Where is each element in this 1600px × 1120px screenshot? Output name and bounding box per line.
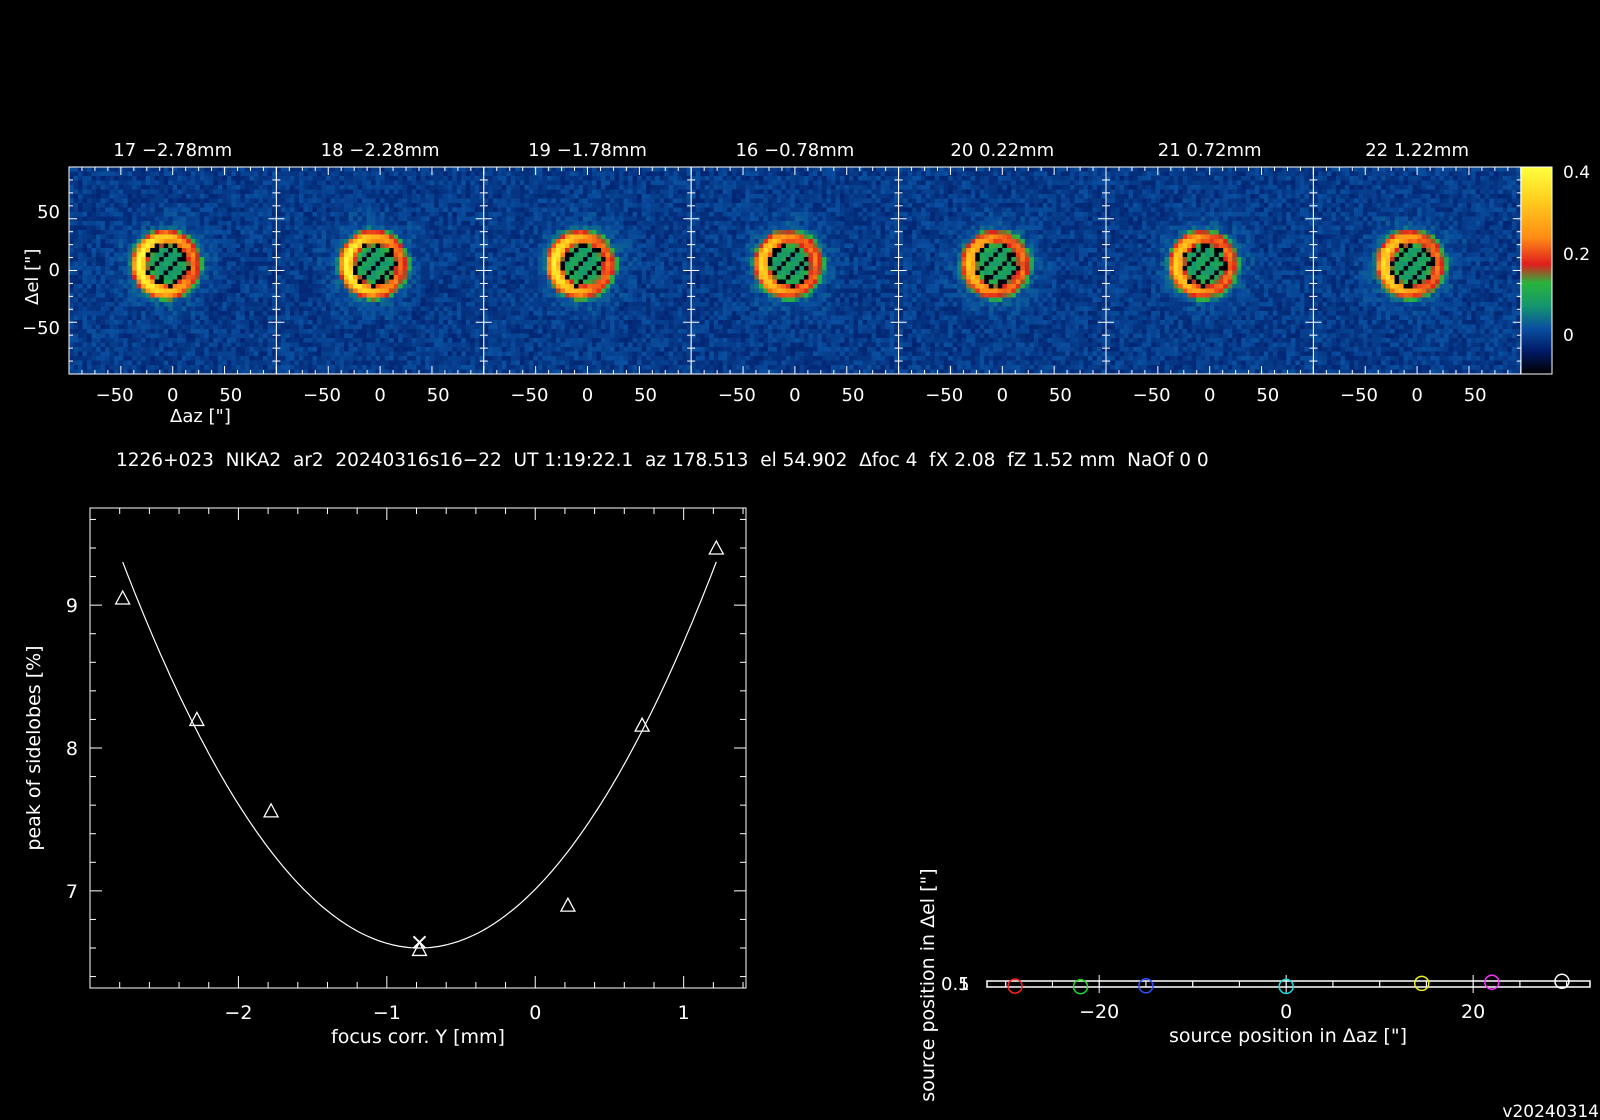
map-x-tick-label: 0 — [582, 385, 593, 406]
map-x-tick-label: −50 — [718, 385, 756, 406]
best-focus-marker — [412, 935, 427, 949]
source-position-point — [1072, 978, 1089, 995]
focus-y-axis-label: peak of sidelobes [%] — [23, 645, 45, 850]
beam-map-panel: 21 0.72mm −50 0 50 — [1105, 140, 1314, 406]
map-x-tick-label: 0 — [997, 385, 1008, 406]
focus-x-tick-label: −1 — [373, 1002, 401, 1024]
source-position-point — [1554, 973, 1570, 990]
maps-y-axis-label: Δel ["] — [22, 249, 43, 305]
map-x-tick-label: 0 — [167, 385, 178, 406]
colorbar-tick-label: 0.2 — [1563, 245, 1590, 265]
source-position-point — [1138, 978, 1154, 994]
focus-data-point — [559, 896, 576, 912]
position-x-tick-label: 20 — [1461, 1001, 1485, 1023]
map-y-tick-label: −50 — [22, 318, 60, 339]
beam-map-panel: 20 0.22mm −50 0 50 — [898, 140, 1107, 406]
beam-map-panel: 16 −0.78mm −50 0 50 — [690, 140, 900, 406]
focus-data-point — [411, 941, 428, 957]
beam-map-panel: 22 1.22mm −50 0 50 — [1312, 140, 1522, 406]
focus-data-point — [708, 539, 725, 555]
beam-map-title: 16 −0.78mm — [735, 140, 854, 161]
source-position-point — [1278, 978, 1294, 995]
map-x-tick-label: 0 — [1204, 385, 1215, 406]
beam-map-title: 21 0.72mm — [1158, 140, 1262, 161]
map-x-tick-label: −50 — [510, 385, 548, 406]
position-x-tick-label: −20 — [1079, 1001, 1119, 1023]
map-x-tick-label: 50 — [634, 385, 657, 406]
position-y-tick-label: 0.5 — [941, 974, 970, 995]
focus-y-tick-label: 8 — [66, 738, 78, 760]
map-x-tick-label: 50 — [842, 385, 865, 406]
beam-map-panel: 18 −2.28mm −50 0 50 — [275, 140, 485, 406]
focus-y-tick-label: 7 — [66, 881, 78, 903]
position-y-tick-label: 1 — [958, 974, 969, 995]
position-y-axis-label: source position in Δel ["] — [917, 868, 939, 1101]
focus-curve-plot: −2 −1 0 1 7 8 9 focus corr. Y [mm] peak of sid… — [23, 507, 747, 1048]
map-x-tick-label: 50 — [1256, 385, 1279, 406]
map-x-tick-label: 0 — [1411, 385, 1422, 406]
beam-map-panel: 19 −1.78mm −50 0 50 — [483, 140, 692, 406]
map-x-tick-label: 0 — [789, 385, 800, 406]
beam-map-panel: 17 −2.78mm −50 0 50 — [68, 140, 277, 406]
colorbar: 0.4 0.2 0 — [1520, 163, 1590, 375]
source-position-point — [1484, 974, 1500, 990]
colorbar-tick-label: 0.4 — [1563, 163, 1590, 183]
focus-data-point — [262, 802, 280, 818]
maps-x-axis-label: Δaz ["] — [170, 406, 231, 427]
map-x-tick-label: −50 — [1340, 385, 1378, 406]
beam-map-title: 18 −2.28mm — [321, 140, 440, 161]
beam-map-title: 20 0.22mm — [950, 140, 1054, 161]
map-x-tick-label: 0 — [374, 385, 385, 406]
source-position-point — [1413, 975, 1430, 992]
position-x-tick-label: 0 — [1280, 1001, 1292, 1023]
source-position-point — [1007, 978, 1023, 994]
map-x-tick-label: −50 — [303, 385, 341, 406]
map-y-tick-label: 50 — [37, 202, 60, 223]
focus-data-point — [634, 716, 651, 732]
position-plot-frame — [986, 980, 1591, 988]
focus-plot-frame — [89, 507, 747, 989]
map-x-tick-label: 50 — [427, 385, 450, 406]
focus-x-tick-label: 1 — [678, 1002, 690, 1024]
map-x-tick-label: −50 — [1133, 385, 1171, 406]
focus-x-tick-label: 0 — [529, 1002, 541, 1024]
position-x-axis-label: source position in Δaz ["] — [1169, 1025, 1407, 1047]
focus-x-axis-label: focus corr. Y [mm] — [331, 1026, 505, 1048]
scan-info-line: 1226+023 NIKA2 ar2 20240316s16−22 UT 1:1… — [116, 450, 1209, 471]
beam-map-title: 22 1.22mm — [1365, 140, 1469, 161]
parabola-fit-curve — [122, 561, 717, 949]
beam-map-title: 19 −1.78mm — [528, 140, 647, 161]
beam-map-title: 17 −2.78mm — [113, 140, 232, 161]
map-y-tick-label: 0 — [49, 260, 60, 281]
focus-x-tick-label: −2 — [224, 1002, 252, 1024]
map-x-tick-label: −50 — [925, 385, 963, 406]
map-x-tick-label: 50 — [1464, 385, 1487, 406]
map-x-tick-label: 50 — [219, 385, 242, 406]
map-x-tick-label: −50 — [96, 385, 134, 406]
focus-y-tick-label: 9 — [66, 595, 78, 617]
focus-data-point — [114, 589, 131, 605]
focus-data-point — [188, 711, 205, 727]
colorbar-tick-label: 0 — [1563, 326, 1574, 346]
version-label: v20240314 — [1502, 1102, 1599, 1120]
map-x-tick-label: 50 — [1049, 385, 1072, 406]
source-position-plot: −20 0 20 0.5 1 source position in Δaz ["] … — [917, 868, 1591, 1102]
